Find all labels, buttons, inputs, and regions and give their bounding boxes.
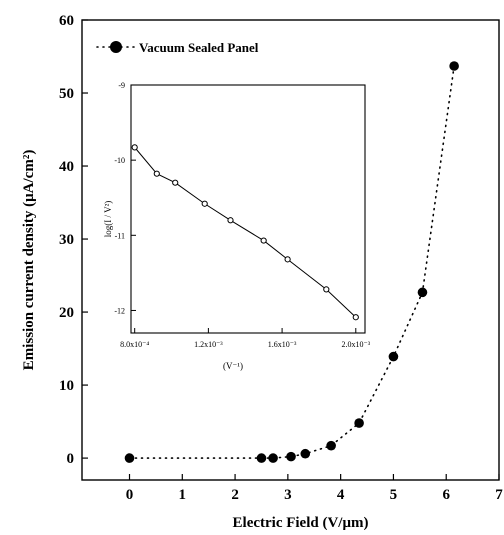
- y-tick-label: 0: [67, 451, 75, 467]
- y-tick-label: 30: [59, 232, 74, 248]
- inset-x-tick-label: 1.6x10⁻³: [268, 340, 297, 349]
- inset-x-axis-title: (V⁻¹): [223, 361, 243, 371]
- x-axis-title: Electric Field (V/μm): [233, 515, 369, 530]
- y-tick-label: 40: [59, 159, 74, 175]
- legend-label: Vacuum Sealed Panel: [139, 40, 259, 55]
- inset-x-tick-label: 1.2x10⁻³: [194, 340, 223, 349]
- series-dotted-line: [128, 65, 455, 459]
- data-point: [124, 453, 135, 463]
- data-point: [326, 440, 336, 451]
- inset-data-point: [153, 170, 160, 177]
- inset-data-point: [260, 237, 267, 244]
- x-tick-label: 7: [495, 487, 503, 503]
- inset-y-axis-title: log(I / V²): [103, 201, 113, 238]
- y-tick-label: 50: [59, 86, 74, 102]
- data-point: [449, 61, 459, 71]
- y-tick-label: 60: [59, 13, 74, 29]
- x-tick-label: 2: [231, 487, 239, 503]
- inset-data-point: [323, 286, 330, 293]
- inset-data-point: [131, 144, 138, 151]
- inset-x-tick-label: 8.0x10⁻⁴: [120, 340, 149, 349]
- y-tick-label: 20: [59, 305, 74, 321]
- inset-data-point: [201, 200, 208, 207]
- data-point: [268, 453, 278, 463]
- x-tick-label: 4: [337, 487, 345, 503]
- x-tick-label: 6: [442, 487, 450, 503]
- inset-data-point: [227, 217, 234, 224]
- x-tick-label: 1: [179, 487, 187, 503]
- inset-plot-frame: [130, 84, 366, 334]
- main-plot-frame: [81, 19, 500, 481]
- y-axis-title: Emission current density (μA/cm²): [21, 150, 37, 371]
- x-tick-label: 0: [126, 487, 134, 503]
- inset-data-point: [284, 256, 291, 263]
- y-tick-label: 10: [59, 378, 74, 394]
- inset-x-tick-label: 2.0x10⁻³: [341, 340, 370, 349]
- inset-data-point: [352, 314, 359, 321]
- inset-y-tick-label: -10: [114, 156, 125, 165]
- inset-y-tick-label: -12: [114, 306, 125, 315]
- x-tick-label: 5: [390, 487, 398, 503]
- data-point: [354, 418, 364, 428]
- inset-y-tick-label: -11: [115, 231, 125, 240]
- inset-data-point: [172, 179, 179, 186]
- data-point: [417, 287, 428, 298]
- data-point: [256, 453, 267, 463]
- data-point: [286, 451, 296, 462]
- legend-marker: [110, 41, 122, 53]
- data-point: [300, 448, 311, 459]
- x-tick-label: 3: [284, 487, 292, 503]
- data-point: [388, 351, 399, 362]
- inset-y-tick-label: -9: [118, 81, 125, 90]
